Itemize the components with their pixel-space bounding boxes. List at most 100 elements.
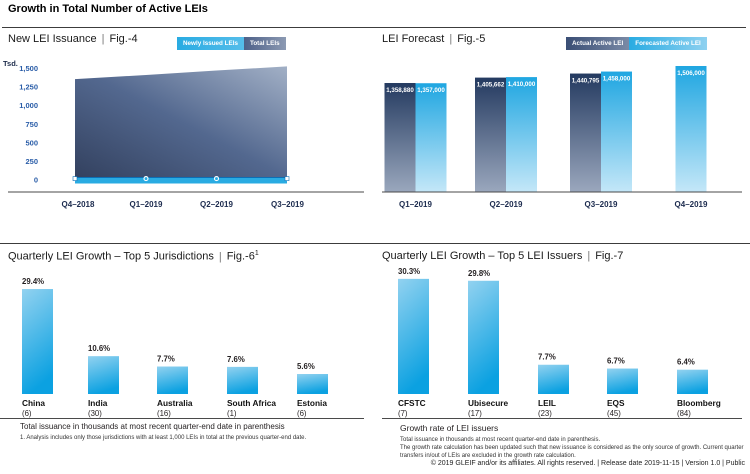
top5-lei-issuers-bar-chart: 30.3%CFSTC(7)29.8%Ubisecure(17)7.7%LEIL(… xyxy=(382,267,742,419)
category-label: Australia xyxy=(157,398,193,408)
growth-bar xyxy=(607,368,638,394)
page-title: Growth in Total Number of Active LEIs xyxy=(8,3,208,15)
growth-bar xyxy=(297,374,328,394)
category-note: (7) xyxy=(398,409,408,418)
percent-label: 29.8% xyxy=(468,269,490,278)
growth-bar xyxy=(227,366,258,394)
category-note: (30) xyxy=(88,409,102,418)
category-label: Bloomberg xyxy=(677,398,721,408)
growth-bar xyxy=(22,289,53,394)
y-axis-unit: Tsd. xyxy=(3,59,18,68)
fig7-number: Fig.-7 xyxy=(595,250,624,262)
percent-label: 7.7% xyxy=(157,355,175,364)
category-label: South Africa xyxy=(227,398,276,408)
fig4-header: New LEI Issuance | Fig.-4 xyxy=(8,33,138,45)
category-label: Estonia xyxy=(297,398,327,408)
y-tick-label: 0 xyxy=(34,176,38,185)
y-tick-label: 1,250 xyxy=(19,83,38,92)
actual-value-label: 1,405,662 xyxy=(477,82,505,89)
forecast-value-label: 1,357,000 xyxy=(417,87,445,94)
growth-bar xyxy=(157,366,188,394)
fig6-number: Fig.-6 xyxy=(226,250,255,263)
growth-bar xyxy=(398,278,429,394)
category-label: EQS xyxy=(607,398,625,408)
category-label: China xyxy=(22,398,45,408)
separator: | xyxy=(587,250,591,262)
growth-bar xyxy=(88,356,119,394)
x-tick-label: Q3–2019 xyxy=(585,200,618,209)
forecast-value-label: 1,506,000 xyxy=(677,70,705,77)
fig6-footnote: 1. Analysis includes only those jurisdic… xyxy=(20,435,307,441)
category-note: (23) xyxy=(538,409,552,418)
category-note: (45) xyxy=(607,409,621,418)
percent-label: 7.6% xyxy=(227,355,245,364)
legend-total-leis: Total LEIs xyxy=(243,37,286,50)
top5-jurisdictions-bar-chart: 29.4%China(6)10.6%India(30)7.7%Australia… xyxy=(0,277,364,419)
y-tick-label: 250 xyxy=(25,157,38,166)
fig7-header: Quarterly LEI Growth – Top 5 LEI Issuers… xyxy=(382,250,623,262)
newly-issued-band xyxy=(75,177,287,184)
fig7-title: Quarterly LEI Growth – Top 5 LEI Issuers xyxy=(382,250,583,262)
legend-actual-active-lei: Actual Active LEI xyxy=(566,37,630,50)
fig4-title: New LEI Issuance xyxy=(8,33,97,45)
data-point-marker xyxy=(72,176,78,181)
x-tick-label: Q1–2019 xyxy=(399,200,432,209)
category-note: (16) xyxy=(157,409,171,418)
fig5-number: Fig.-5 xyxy=(457,33,486,45)
separator: | xyxy=(101,33,105,45)
fig7-note: Total issuance in thousands at most rece… xyxy=(400,437,601,443)
forecast-value-label: 1,410,000 xyxy=(508,81,536,88)
y-tick-label: 750 xyxy=(25,120,38,129)
percent-label: 10.6% xyxy=(88,344,110,353)
growth-bar xyxy=(468,280,499,394)
category-note: (84) xyxy=(677,409,691,418)
x-tick-label: Q2–2019 xyxy=(490,200,523,209)
category-label: LEIL xyxy=(538,398,556,408)
actual-value-label: 1,440,795 xyxy=(572,78,600,85)
category-note: (6) xyxy=(297,409,307,418)
middle-divider xyxy=(0,243,750,244)
separator: | xyxy=(218,250,222,263)
category-note: (17) xyxy=(468,409,482,418)
percent-label: 29.4% xyxy=(22,277,44,286)
growth-bar xyxy=(677,369,708,394)
copyright-footer: © 2019 GLEIF and/or its affiliates. All … xyxy=(430,460,745,467)
category-label: CFSTC xyxy=(398,398,426,408)
data-point-marker xyxy=(213,176,220,182)
forecast-bar xyxy=(506,77,537,192)
x-tick-label: Q1–2019 xyxy=(130,200,163,209)
percent-label: 6.7% xyxy=(607,357,625,366)
category-label: Ubisecure xyxy=(468,398,509,408)
growth-bar xyxy=(538,364,569,394)
actual-bar xyxy=(570,73,601,192)
category-label: India xyxy=(88,398,108,408)
fig7-note-title: Growth rate of LEI issuers xyxy=(400,423,499,433)
x-tick-label: Q4–2018 xyxy=(62,200,95,209)
fig6-title: Quarterly LEI Growth – Top 5 Jurisdictio… xyxy=(8,250,214,263)
x-tick-label: Q2–2019 xyxy=(200,200,233,209)
separator: | xyxy=(449,33,453,45)
percent-label: 6.4% xyxy=(677,358,695,367)
forecast-bar xyxy=(415,83,447,192)
legend-newly-issued-leis: Newly Issued LEIs xyxy=(177,37,244,50)
total-leis-area xyxy=(75,66,287,178)
percent-label: 7.7% xyxy=(538,353,556,362)
percent-label: 5.6% xyxy=(297,362,315,371)
y-tick-label: 1,500 xyxy=(19,64,38,73)
actual-bar xyxy=(475,77,506,192)
legend-forecasted-active-lei: Forecasted Active LEI xyxy=(629,37,707,50)
y-tick-label: 1,000 xyxy=(19,101,38,110)
fig6-header: Quarterly LEI Growth – Top 5 Jurisdictio… xyxy=(8,250,259,263)
y-tick-label: 500 xyxy=(25,138,38,147)
data-point-marker xyxy=(284,176,290,181)
forecast-value-label: 1,458,000 xyxy=(603,76,631,83)
category-note: (6) xyxy=(22,409,32,418)
new-lei-issuance-area-chart: Tsd.1,500 1,250 1,000 750 500 250 0 Q4–2018 Q1–2… xyxy=(3,59,364,209)
data-point-marker xyxy=(143,176,149,182)
fig6-note: Total issuance in thousands at most rece… xyxy=(20,422,285,431)
fig4-legend: Newly Issued LEIs Total LEIs xyxy=(177,37,286,50)
top-divider xyxy=(2,27,746,28)
lei-forecast-bar-chart: 1,358,880 1,357,000 Q1–2019 1,405,662 1,410,… xyxy=(382,66,742,209)
x-tick-label: Q4–2019 xyxy=(675,200,708,209)
